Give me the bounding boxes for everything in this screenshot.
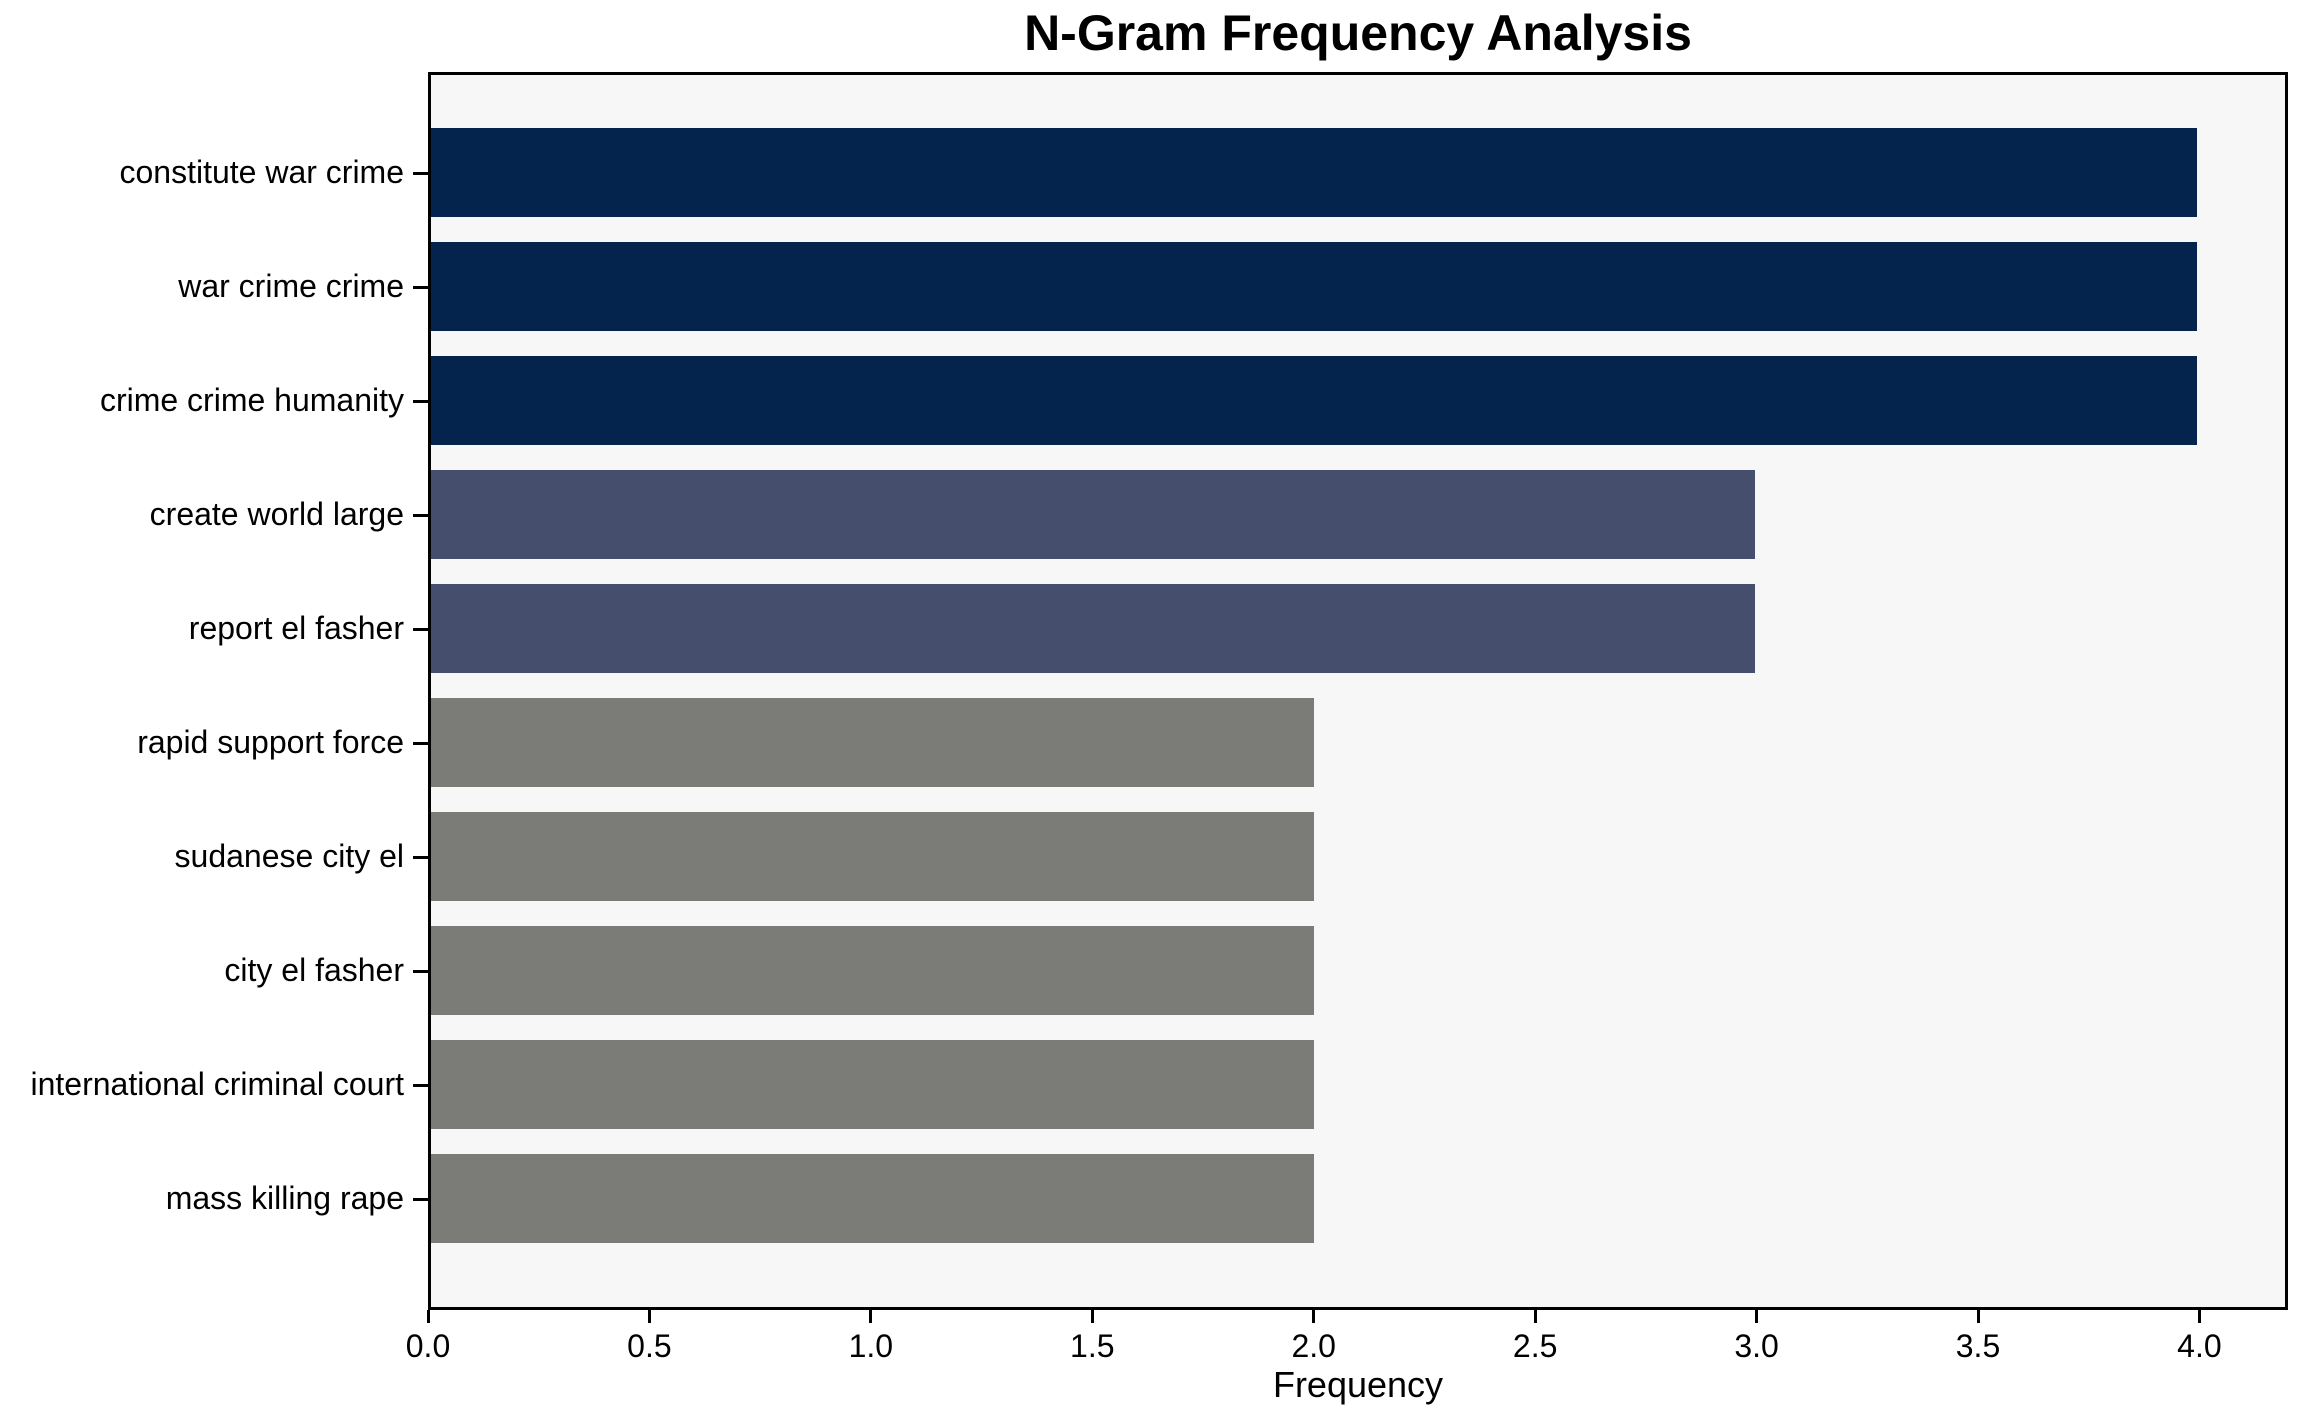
bar (431, 926, 1314, 1015)
x-tick-mark (1312, 1310, 1316, 1323)
y-tick-label: international criminal court (30, 1066, 405, 1102)
x-tick-label: 1.0 (848, 1328, 894, 1364)
x-tick-mark (647, 1310, 651, 1323)
y-tick-mark (413, 628, 428, 631)
x-tick-label: 3.0 (1734, 1328, 1779, 1364)
bar (431, 356, 2197, 445)
x-tick-label: 0.5 (627, 1328, 672, 1364)
y-tick-label: constitute war crime (119, 154, 404, 190)
y-tick-mark (413, 286, 428, 289)
plot-area (428, 72, 2288, 1310)
x-tick-label: 0.0 (405, 1328, 451, 1364)
y-tick-label: create world large (149, 496, 404, 532)
x-tick-mark (1755, 1310, 1759, 1323)
x-tick-mark (869, 1310, 873, 1323)
y-tick-label: sudanese city el (174, 838, 404, 874)
y-tick-mark (413, 856, 428, 859)
bar (431, 242, 2197, 331)
y-tick-mark (413, 970, 428, 973)
y-tick-label: war crime crime (178, 268, 404, 304)
y-tick-label: crime crime humanity (99, 382, 404, 418)
x-tick-label: 2.5 (1512, 1328, 1558, 1364)
chart-title: N-Gram Frequency Analysis (1024, 5, 1692, 61)
y-tick-mark (413, 172, 428, 175)
y-tick-label: city el fasher (224, 952, 404, 988)
x-axis-title: Frequency (1272, 1364, 1444, 1405)
bar (431, 584, 1756, 673)
bar (431, 1154, 1314, 1243)
bar (431, 1040, 1314, 1129)
x-tick-label: 1.5 (1070, 1328, 1115, 1364)
bar (431, 470, 1756, 559)
x-tick-label: 3.5 (1955, 1328, 2001, 1364)
y-tick-mark (413, 514, 428, 517)
x-tick-label: 2.0 (1291, 1328, 1336, 1364)
x-tick-mark (1090, 1310, 1094, 1323)
x-tick-mark (426, 1310, 430, 1323)
y-tick-mark (413, 742, 428, 745)
y-tick-label: mass killing rape (165, 1180, 404, 1216)
y-tick-mark (413, 400, 428, 403)
bar (431, 698, 1314, 787)
y-tick-mark (413, 1198, 428, 1201)
bar (431, 128, 2197, 217)
x-tick-mark (1533, 1310, 1537, 1323)
y-tick-label: rapid support force (137, 724, 404, 760)
x-tick-mark (2197, 1310, 2201, 1323)
x-tick-label: 4.0 (2177, 1328, 2222, 1364)
y-tick-mark (413, 1084, 428, 1087)
bar (431, 812, 1314, 901)
x-tick-mark (1976, 1310, 1980, 1323)
y-tick-label: report el fasher (188, 610, 404, 646)
